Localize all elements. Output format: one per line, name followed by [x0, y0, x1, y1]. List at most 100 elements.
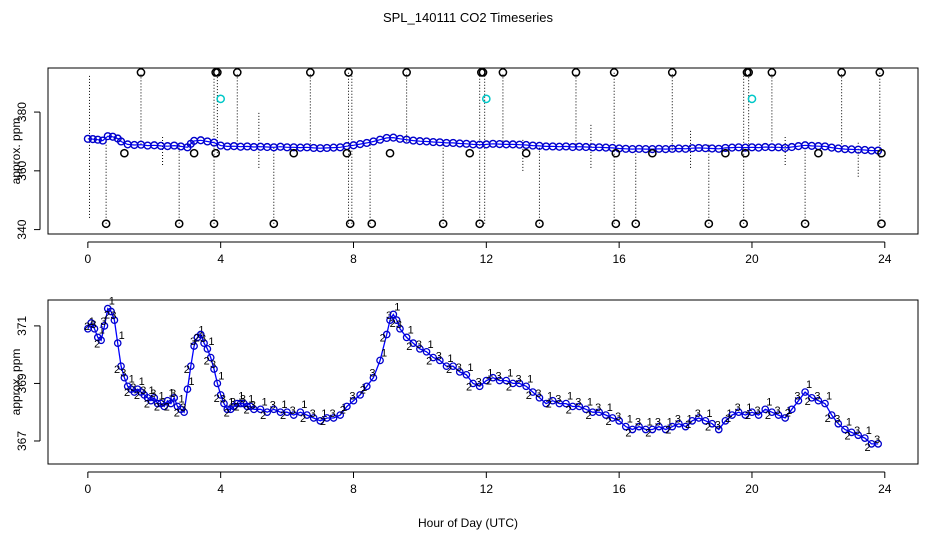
- point-label: 3: [90, 319, 96, 331]
- co2-point: [88, 135, 97, 144]
- point-label: 1: [607, 402, 613, 414]
- co2-line: [87, 307, 879, 445]
- point-label: 2: [390, 318, 396, 330]
- point-label: 3: [794, 391, 800, 403]
- co2-point: [482, 376, 491, 385]
- flagged-point: [877, 148, 886, 158]
- point-label: 1: [321, 408, 327, 420]
- point-label: 1: [218, 370, 224, 382]
- point-label: 2: [114, 364, 120, 376]
- point-label: 3: [270, 399, 276, 411]
- point-label: 2: [645, 427, 651, 439]
- point-label: 1: [746, 402, 752, 414]
- flagged-point: [875, 68, 885, 77]
- point-label: 3: [635, 417, 641, 429]
- x-tick-label: 24: [878, 482, 892, 496]
- x-tick-label: 20: [745, 252, 759, 266]
- y-tick-label: 367: [15, 431, 29, 451]
- co2-point: [120, 373, 129, 382]
- co2-point: [435, 356, 444, 365]
- point-label: 1: [394, 301, 400, 313]
- point-label: 1: [846, 416, 852, 428]
- co2-point: [153, 399, 162, 408]
- x-tick-label: 12: [480, 482, 494, 496]
- point-label: 2: [174, 407, 180, 419]
- point-label: 2: [705, 422, 711, 434]
- x-axis-label: Hour of Day (UTC): [418, 516, 518, 530]
- point-label: 3: [496, 371, 502, 383]
- point-label: 1: [248, 393, 254, 405]
- co2-point: [110, 316, 119, 324]
- top-points: [83, 68, 886, 229]
- co2-point: [801, 388, 809, 396]
- co2-point: [834, 419, 843, 428]
- point-label: 1: [427, 339, 433, 351]
- point-label: 1: [168, 388, 174, 400]
- point-label: 2: [360, 384, 366, 396]
- point-label: 3: [755, 405, 761, 417]
- co2-point: [821, 399, 829, 408]
- co2-point: [416, 345, 424, 353]
- co2-point: [562, 399, 570, 408]
- point-label: 1: [281, 399, 287, 411]
- co2-line: [87, 135, 879, 152]
- point-label: 2: [526, 390, 532, 402]
- co2-point: [186, 362, 195, 371]
- co2-point: [708, 419, 716, 428]
- point-label: 1: [487, 368, 493, 380]
- top-series-line: [87, 135, 879, 152]
- point-label: 1: [766, 396, 772, 408]
- point-label: 3: [150, 388, 156, 400]
- co2-point: [216, 391, 225, 399]
- co2-point: [389, 310, 398, 319]
- co2-point: [150, 393, 159, 402]
- point-label: 2: [144, 399, 150, 411]
- flagged-point: [739, 219, 749, 229]
- point-label: 1: [806, 379, 812, 391]
- point-label: 3: [535, 388, 541, 400]
- y-tick-label: 369: [15, 373, 29, 393]
- flagged-point: [402, 68, 411, 77]
- co2-point: [827, 411, 836, 419]
- point-label: 1: [99, 324, 105, 336]
- co2-point: [402, 333, 411, 342]
- co2-point: [396, 324, 404, 333]
- point-label: 3: [476, 376, 482, 388]
- point-label: 2: [94, 338, 100, 350]
- co2-point: [296, 408, 305, 417]
- x-tick-label: 4: [217, 482, 224, 496]
- point-label: 3: [290, 405, 296, 417]
- flagged-point: [521, 148, 531, 158]
- flagged-point: [367, 219, 377, 229]
- point-label: 1: [301, 399, 307, 411]
- top-y-axis-label: approx. ppm: [9, 118, 23, 185]
- point-label: 3: [436, 350, 442, 362]
- point-label: 2: [300, 413, 306, 425]
- point-label: 1: [188, 376, 194, 388]
- co2-point: [648, 425, 657, 434]
- cyan-flagged-point: [747, 94, 757, 104]
- point-label: 3: [675, 414, 681, 426]
- point-label: 3: [160, 396, 166, 408]
- co2-point: [362, 382, 371, 391]
- co2-point: [369, 373, 378, 382]
- point-label: 1: [129, 373, 135, 385]
- point-label: 3: [456, 362, 462, 374]
- point-label: 2: [224, 407, 230, 419]
- point-label: 3: [695, 408, 701, 420]
- y-tick-label: 360: [15, 160, 29, 180]
- flagged-point: [209, 219, 219, 229]
- co2-point: [382, 330, 391, 339]
- point-label: 3: [735, 402, 741, 414]
- co2-point: [103, 132, 112, 141]
- co2-point: [714, 425, 723, 434]
- point-label: 2: [845, 430, 851, 442]
- co2-point: [462, 370, 471, 379]
- flagged-point: [631, 219, 641, 229]
- co2-point: [688, 416, 697, 425]
- point-label: 1: [208, 336, 214, 348]
- x-tick-label: 12: [480, 252, 494, 266]
- point-label: 2: [234, 402, 240, 414]
